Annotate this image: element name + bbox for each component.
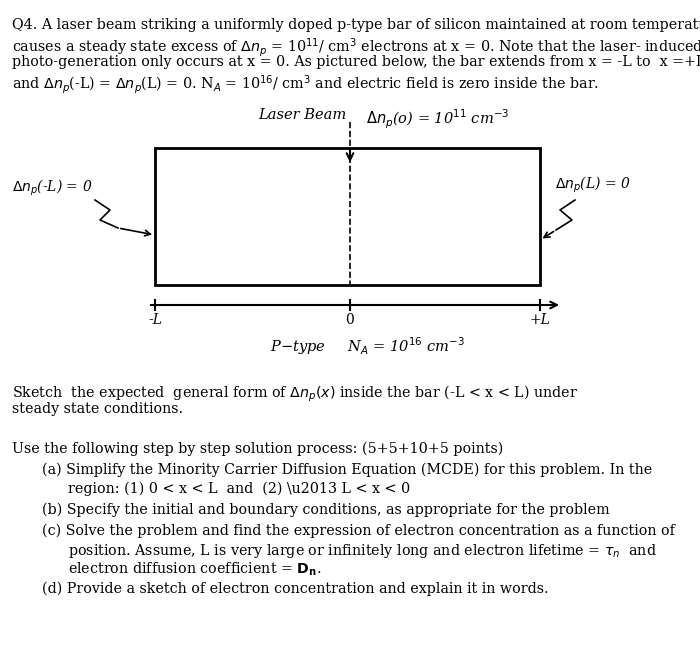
Text: electron diffusion coefficient = $\mathbf{D_n}$.: electron diffusion coefficient = $\mathb… bbox=[68, 561, 321, 578]
Text: -L: -L bbox=[148, 313, 162, 327]
Text: photo-generation only occurs at x = 0. As pictured below, the bar extends from x: photo-generation only occurs at x = 0. A… bbox=[12, 55, 700, 69]
Text: P$-$type     N$_A$ = 10$^{16}$ cm$^{-3}$: P$-$type N$_A$ = 10$^{16}$ cm$^{-3}$ bbox=[270, 335, 465, 357]
Bar bbox=[155, 148, 540, 285]
Text: (c) Solve the problem and find the expression of electron concentration as a fun: (c) Solve the problem and find the expre… bbox=[42, 524, 675, 538]
Text: Laser Beam: Laser Beam bbox=[258, 108, 346, 122]
Text: region: (1) 0 < x < L  and  (2) \u2013 L < x < 0: region: (1) 0 < x < L and (2) \u2013 L <… bbox=[68, 481, 410, 495]
Text: $\Delta n_p$(o) = 10$^{11}$ cm$^{-3}$: $\Delta n_p$(o) = 10$^{11}$ cm$^{-3}$ bbox=[366, 108, 510, 131]
Text: (b) Specify the initial and boundary conditions, as appropriate for the problem: (b) Specify the initial and boundary con… bbox=[42, 502, 610, 517]
Text: (d) Provide a sketch of electron concentration and explain it in words.: (d) Provide a sketch of electron concent… bbox=[42, 582, 549, 596]
Text: position. Assume, L is very large or infinitely long and electron lifetime = $\t: position. Assume, L is very large or inf… bbox=[68, 542, 657, 560]
Text: Q4. A laser beam striking a uniformly doped p-type bar of silicon maintained at : Q4. A laser beam striking a uniformly do… bbox=[12, 18, 700, 32]
Text: $\Delta n_p$(L) = 0: $\Delta n_p$(L) = 0 bbox=[555, 175, 631, 195]
Text: +L: +L bbox=[530, 313, 550, 327]
Text: (a) Simplify the Minority Carrier Diffusion Equation (MCDE) for this problem. In: (a) Simplify the Minority Carrier Diffus… bbox=[42, 463, 652, 477]
Text: causes a steady state excess of $\Delta n_p$ = 10$^{11}$/ cm$^3$ electrons at x : causes a steady state excess of $\Delta … bbox=[12, 36, 700, 59]
Text: Sketch  the expected  general form of $\Delta n_p(x)$ inside the bar (-L < x < L: Sketch the expected general form of $\De… bbox=[12, 384, 578, 404]
Text: $\Delta n_p$(-L) = 0: $\Delta n_p$(-L) = 0 bbox=[12, 178, 92, 198]
Text: steady state conditions.: steady state conditions. bbox=[12, 402, 183, 417]
Text: Use the following step by step solution process: (5+5+10+5 points): Use the following step by step solution … bbox=[12, 441, 503, 456]
Text: and $\Delta n_p$(-L) = $\Delta n_p$(L) = 0. N$_A$ = 10$^{16}$/ cm$^3$ and electr: and $\Delta n_p$(-L) = $\Delta n_p$(L) =… bbox=[12, 73, 599, 96]
Text: 0: 0 bbox=[346, 313, 354, 327]
